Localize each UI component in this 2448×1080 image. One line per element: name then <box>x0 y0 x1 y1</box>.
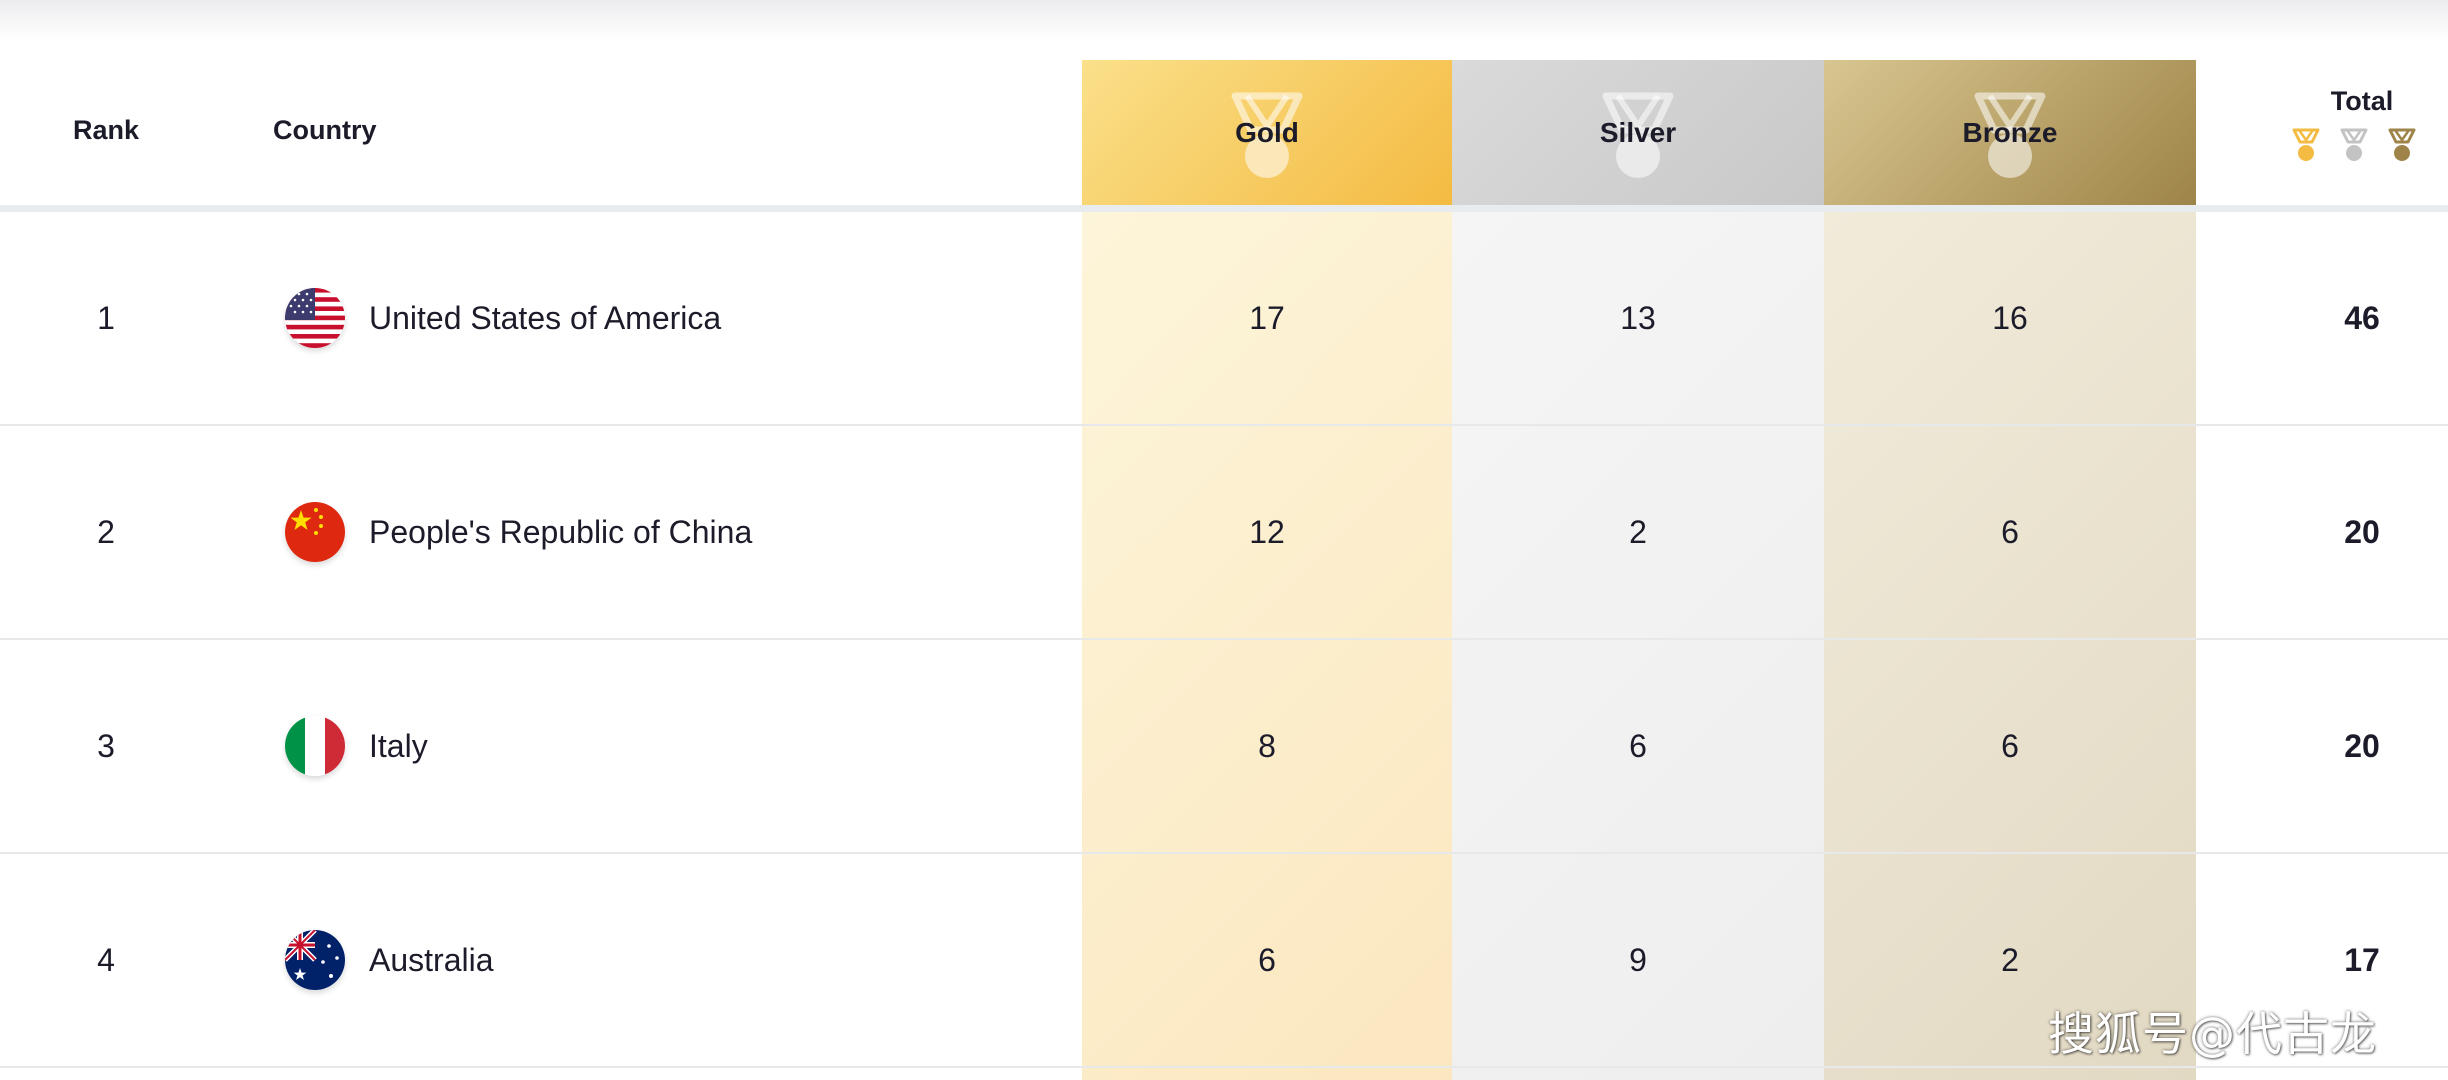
total-count: 17 <box>2344 941 2380 978</box>
rank-cell: 2 <box>97 513 115 550</box>
gold-count: 6 <box>1258 941 1276 978</box>
total-medals-icons <box>2292 128 2416 161</box>
gold-column-bg <box>1082 212 1452 1080</box>
italy-flag-icon <box>285 716 345 776</box>
silver-column-bg <box>1452 212 1824 1080</box>
gold-count: 17 <box>1249 299 1285 336</box>
silver-medal-watermark-icon <box>1602 92 1674 178</box>
silver-count: 2 <box>1629 513 1647 550</box>
bronze-column-bg <box>1824 212 2196 1080</box>
bronze-medal-watermark-icon <box>1974 92 2046 178</box>
header-bronze[interactable]: Bronze <box>1824 60 2196 205</box>
country-name[interactable]: Italy <box>369 727 428 764</box>
top-shadow <box>0 0 2448 40</box>
country-name[interactable]: Australia <box>369 941 494 978</box>
table-row[interactable]: 2 People's Republic of China 12 2 6 20 <box>0 426 2448 640</box>
watermark-text: 搜狐号@代古龙 <box>2048 1007 2377 1061</box>
rank-cell: 3 <box>97 727 115 764</box>
country-cell[interactable]: Italy <box>285 640 1065 852</box>
header-separator <box>0 205 2448 212</box>
gold-medal-icon <box>2292 128 2320 161</box>
bronze-medal-icon <box>2388 128 2416 161</box>
total-count: 20 <box>2344 513 2380 550</box>
gold-count: 8 <box>1258 727 1276 764</box>
header-total[interactable]: Total <box>2330 86 2394 116</box>
header-rank[interactable]: Rank <box>72 115 140 145</box>
silver-count: 6 <box>1629 727 1647 764</box>
rank-cell: 4 <box>97 941 115 978</box>
china-flag-icon <box>285 502 345 562</box>
header-bronze-label: Bronze <box>1962 116 2058 148</box>
total-count: 46 <box>2344 299 2380 336</box>
table-row[interactable]: 3 Italy 8 6 6 20 <box>0 640 2448 854</box>
country-cell[interactable]: Australia <box>285 854 1065 1066</box>
header-silver[interactable]: Silver <box>1452 60 1824 205</box>
header-silver-label: Silver <box>1599 116 1677 148</box>
silver-count: 13 <box>1620 299 1656 336</box>
header-gold-label: Gold <box>1235 116 1299 148</box>
country-name[interactable]: United States of America <box>369 299 722 336</box>
country-cell[interactable]: People's Republic of China <box>285 426 1065 638</box>
bronze-count: 2 <box>2001 941 2019 978</box>
total-count: 20 <box>2344 727 2380 764</box>
country-cell[interactable]: United States of America <box>285 212 1065 424</box>
bronze-count: 6 <box>2001 513 2019 550</box>
header-country[interactable]: Country <box>273 115 377 145</box>
australia-flag-icon <box>285 930 345 990</box>
silver-medal-icon <box>2340 128 2368 161</box>
bronze-count: 16 <box>1992 299 2028 336</box>
country-name[interactable]: People's Republic of China <box>369 513 753 550</box>
gold-medal-watermark-icon <box>1231 92 1303 178</box>
header-gold[interactable]: Gold <box>1082 60 1452 205</box>
usa-flag-icon <box>285 288 345 348</box>
rank-cell: 1 <box>97 299 115 336</box>
bronze-count: 6 <box>2001 727 2019 764</box>
silver-count: 9 <box>1629 941 1647 978</box>
gold-count: 12 <box>1249 513 1285 550</box>
table-row[interactable]: 4 <box>0 854 2448 1068</box>
table-row[interactable]: 1 <box>0 212 2448 426</box>
